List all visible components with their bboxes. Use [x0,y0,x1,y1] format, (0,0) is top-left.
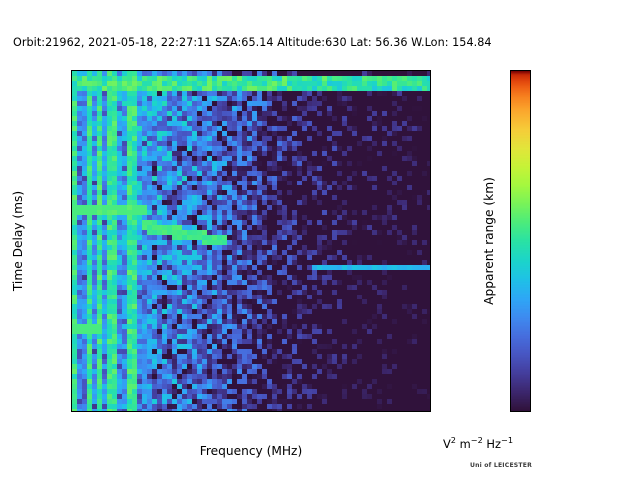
y-axis-title: Time Delay (ms) [11,190,25,292]
y-axis-minor-tick [71,197,72,198]
x-axis-title: Frequency (MHz) [199,444,303,458]
y-axis-minor-tick [71,313,72,314]
y-axis-minor-tick [71,260,72,261]
y-axis-minor-tick [71,98,72,99]
colorbar-tick [510,241,511,242]
y-axis-minor-tick [71,125,72,126]
y-axis-major-tick [71,71,72,72]
y-axis-minor-tick [71,286,72,287]
y-axis-minor-tick [71,152,72,153]
y-axis-minor-tick [71,268,72,269]
y-axis-minor-tick [71,376,72,377]
y-axis-minor-tick [71,143,72,144]
credit-label: Uni of LEICESTER [470,462,533,469]
y-axis-minor-tick [71,322,72,323]
colorbar-gradient [511,71,530,411]
y-axis-minor-tick [71,179,72,180]
colorbar-tick [510,411,511,412]
y-axis-minor-tick [71,331,72,332]
heatmap-plot-area: 0.01.02.03.04.05.06.07.02004006008001000… [71,70,431,412]
y-axis-minor-tick [71,358,72,359]
colorbar-tick [510,326,511,327]
y-axis-minor-tick [71,224,72,225]
y-axis-major-tick [71,251,72,252]
y-axis-minor-tick [71,277,72,278]
y-axis-major-tick [71,295,72,296]
colorbar-tick [510,156,511,157]
y-axis-major-tick [71,206,72,207]
y-axis-minor-tick [71,403,72,404]
y-axis-minor-tick [71,367,72,368]
y-axis-minor-tick [71,215,72,216]
y-axis-minor-tick [71,170,72,171]
y-axis-minor-tick [71,304,72,305]
y-axis-minor-tick [71,80,72,81]
y-axis-major-tick [71,385,72,386]
y-axis-minor-tick [71,89,72,90]
colorbar: 10−1710−1510−1310−1110−9 [510,70,531,412]
colorbar-tick [510,71,511,72]
y-axis-minor-tick [71,349,72,350]
y-axis-major-tick [71,116,72,117]
y-axis-minor-tick [71,242,72,243]
y-axis-minor-tick [71,394,72,395]
right-axis-title: Apparent range (km) [482,177,496,305]
ionogram-heatmap-canvas [72,71,430,411]
y-axis-major-tick [71,340,72,341]
y-axis-minor-tick [71,134,72,135]
colorbar-units-label: V2 m−2 Hz−1 [443,435,514,451]
figure-title: Orbit:21962, 2021-05-18, 22:27:11 SZA:65… [13,36,492,49]
y-axis-minor-tick [71,233,72,234]
y-axis-minor-tick [71,188,72,189]
y-axis-minor-tick [71,107,72,108]
y-axis-major-tick [71,161,72,162]
